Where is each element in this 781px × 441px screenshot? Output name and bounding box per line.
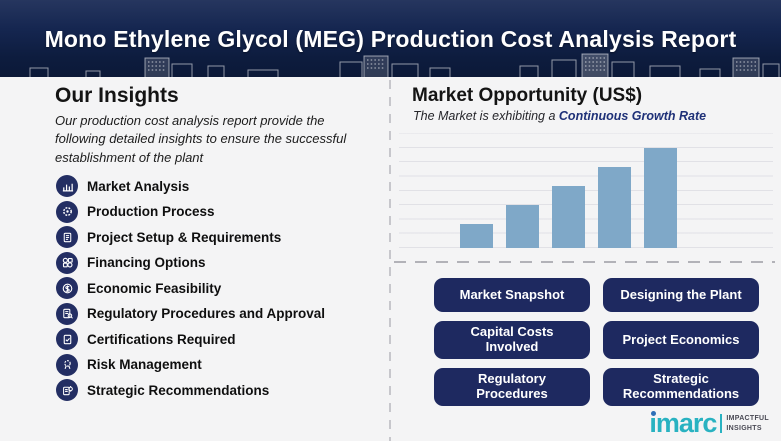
insight-label: Certifications Required [87,331,236,347]
list-item: Market Analysis [56,175,325,197]
subtitle-highlight: Continuous Growth Rate [558,109,707,123]
production-process-icon [56,200,78,223]
tagline-line2: INSIGHTS [726,424,762,432]
list-item: Strategic Recommendations [56,379,325,401]
insights-list: Market Analysis Production Process Proje… [56,175,325,401]
market-snapshot-button[interactable]: Market Snapshot [434,278,590,312]
market-opportunity-heading: Market Opportunity (US$) [412,85,643,106]
bar [552,186,585,248]
list-item: Regulatory Procedures and Approval [56,302,326,325]
bar [506,205,539,248]
vertical-dashed-divider [389,80,391,441]
financing-options-icon [56,251,78,274]
horizontal-dashed-divider [394,261,775,263]
insight-label: Strategic Recommendations [87,382,270,398]
insight-label: Economic Feasibility [87,280,222,296]
tagline-line1: IMPACTFUL [726,415,769,423]
insight-label: Regulatory Procedures and Approval [87,306,326,321]
logo-dot [651,411,657,416]
imarc-logo: imarc IMPACTFUL INSIGHTS [649,410,769,437]
designing-the-plant-button[interactable]: Designing the Plant [603,278,759,312]
insight-label: Production Process [87,204,215,219]
imarc-wordmark: imarc [649,408,717,438]
insight-label: Project Setup & Requirements [87,229,282,245]
header-banner: Mono Ethylene Glycol (MEG) Production Co… [0,0,781,78]
capital-costs-involved-button[interactable]: Capital Costs Involved [434,321,590,359]
subtitle-prefix: The Market is exhibiting a [413,109,559,123]
strategic-recommendations-icon [56,379,78,401]
bar [460,224,493,248]
strategic-recommendations-button[interactable]: Strategic Recommendations [603,368,759,406]
bar [644,148,677,248]
list-item: Certifications Required [56,328,325,350]
page-title: Mono Ethylene Glycol (MEG) Production Co… [44,26,737,52]
city-skyline-graphic [29,53,780,78]
risk-management-icon [56,353,78,376]
list-item: Risk Management [56,353,325,376]
insight-label: Risk Management [87,357,202,372]
insight-label: Financing Options [87,255,206,270]
economic-feasibility-icon [56,277,78,299]
insights-description: Our production cost analysis report prov… [55,113,347,165]
list-item: Economic Feasibility [56,277,325,299]
market-analysis-icon [56,175,78,197]
project-economics-button[interactable]: Project Economics [603,321,759,359]
logo-tagline: IMPACTFUL INSIGHTS [726,414,769,432]
project-setup-icon [56,226,78,248]
certifications-icon [56,328,78,350]
growth-bar-chart [399,133,773,248]
report-section-buttons: Market Snapshot Designing the Plant Capi… [434,278,759,406]
logo-separator [720,414,723,433]
market-subtitle: The Market is exhibiting a Continuous Gr… [413,109,706,123]
insights-heading: Our Insights [55,84,179,107]
regulatory-procedures-button[interactable]: Regulatory Procedures [434,368,590,406]
bar [598,167,631,248]
insight-label: Market Analysis [87,178,190,194]
list-item: Financing Options [56,251,325,274]
list-item: Project Setup & Requirements [56,226,325,248]
regulatory-procedures-icon [56,302,78,325]
bar-group [460,133,677,248]
list-item: Production Process [56,200,325,223]
